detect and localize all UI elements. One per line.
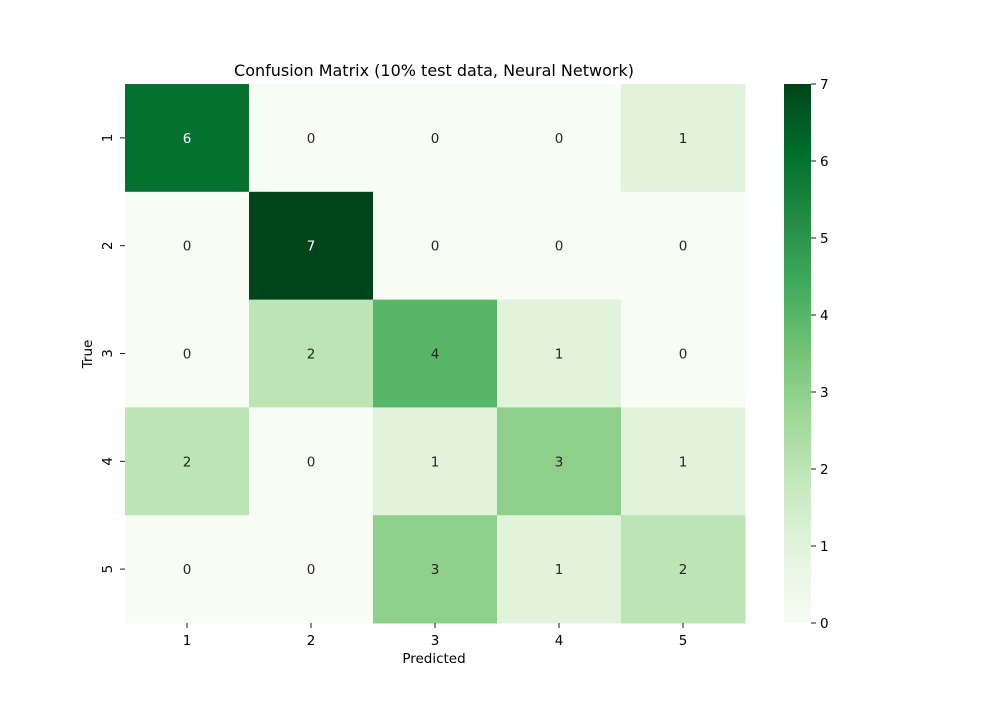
cell-value-label: 1 xyxy=(431,454,440,470)
heatmap-cell xyxy=(125,84,250,193)
heatmap-cell xyxy=(125,515,250,624)
heatmap-cell xyxy=(373,515,498,624)
colorbar-ticks: 0 1 2 3 4 5 6 7 xyxy=(811,77,829,632)
colorbar-tick-label: 2 xyxy=(820,462,829,478)
cell-value-label: 3 xyxy=(431,562,440,578)
y-axis-ticks: 1 2 3 4 5 xyxy=(100,134,125,574)
chart-title: Confusion Matrix (10% test data, Neural … xyxy=(234,61,634,80)
x-tick-label: 2 xyxy=(307,633,316,649)
y-axis-label: True xyxy=(80,340,96,370)
heatmap-cell xyxy=(249,407,374,516)
heatmap-cell xyxy=(373,407,498,516)
heatmap-cell xyxy=(497,407,622,516)
colorbar-tick-label: 5 xyxy=(820,231,829,247)
cell-value-label: 0 xyxy=(183,347,192,363)
cell-value-label: 7 xyxy=(307,239,316,255)
cell-value-label: 0 xyxy=(431,131,440,147)
heatmap-cell xyxy=(621,191,746,301)
colorbar-tick-label: 1 xyxy=(820,539,829,555)
cell-value-label: 2 xyxy=(679,562,688,578)
cell-value-label: 2 xyxy=(307,347,316,363)
heatmap-cell xyxy=(621,515,746,624)
cell-value-label: 0 xyxy=(431,239,440,255)
cell-value-label: 0 xyxy=(307,131,316,147)
heatmap-cell xyxy=(373,299,498,408)
y-tick-label: 2 xyxy=(100,241,116,250)
cell-value-label: 0 xyxy=(183,239,192,255)
x-tick-label: 4 xyxy=(555,633,564,649)
colorbar-tick-label: 3 xyxy=(820,385,829,401)
cell-value-label: 6 xyxy=(183,131,192,147)
colorbar-tick-label: 4 xyxy=(820,308,829,324)
heatmap-cell xyxy=(249,84,374,193)
cell-value-label: 0 xyxy=(183,562,192,578)
heatmap-cell xyxy=(621,84,746,193)
cell-value-label: 0 xyxy=(307,454,316,470)
cell-value-label: 0 xyxy=(555,131,564,147)
heatmap-cell xyxy=(373,84,498,193)
cell-value-label: 3 xyxy=(555,454,564,470)
colorbar xyxy=(784,84,811,623)
heatmap-cells: 6 0 0 0 1 0 7 0 0 0 0 2 4 1 0 2 0 1 3 1 0 0 3 1 2 xyxy=(125,84,746,624)
cell-value-label: 0 xyxy=(679,347,688,363)
heatmap-cell xyxy=(125,407,250,516)
x-axis-ticks: 1 2 3 4 5 xyxy=(183,623,688,649)
heatmap-cell xyxy=(249,299,374,408)
cell-value-label: 1 xyxy=(555,347,564,363)
heatmap-cell xyxy=(497,84,622,193)
x-tick-label: 5 xyxy=(679,633,688,649)
heatmap-cell xyxy=(497,299,622,408)
cell-value-label: 0 xyxy=(679,239,688,255)
x-tick-label: 1 xyxy=(183,633,192,649)
heatmap-cell xyxy=(373,191,498,301)
y-tick-label: 1 xyxy=(100,134,116,143)
heatmap-cell xyxy=(497,191,622,301)
y-tick-label: 5 xyxy=(100,565,116,574)
heatmap-cell xyxy=(125,299,250,408)
colorbar-tick-label: 0 xyxy=(820,616,829,632)
heatmap-cell xyxy=(249,515,374,624)
colorbar-tick-label: 7 xyxy=(820,77,829,93)
heatmap-cell xyxy=(497,515,622,624)
y-tick-label: 4 xyxy=(100,457,116,466)
colorbar-tick-label: 6 xyxy=(820,154,829,170)
cell-value-label: 1 xyxy=(555,562,564,578)
cell-value-label: 4 xyxy=(431,347,440,363)
cell-value-label: 0 xyxy=(555,239,564,255)
y-tick-label: 3 xyxy=(100,349,116,358)
heatmap-cell xyxy=(125,191,250,301)
heatmap-cell xyxy=(621,299,746,408)
cell-value-label: 1 xyxy=(679,131,688,147)
cell-value-label: 2 xyxy=(183,454,192,470)
heatmap-cell xyxy=(621,407,746,516)
heatmap-cell xyxy=(249,191,374,301)
cell-value-label: 1 xyxy=(679,454,688,470)
x-axis-label: Predicted xyxy=(402,651,465,667)
cell-value-label: 0 xyxy=(307,562,316,578)
x-tick-label: 3 xyxy=(431,633,440,649)
